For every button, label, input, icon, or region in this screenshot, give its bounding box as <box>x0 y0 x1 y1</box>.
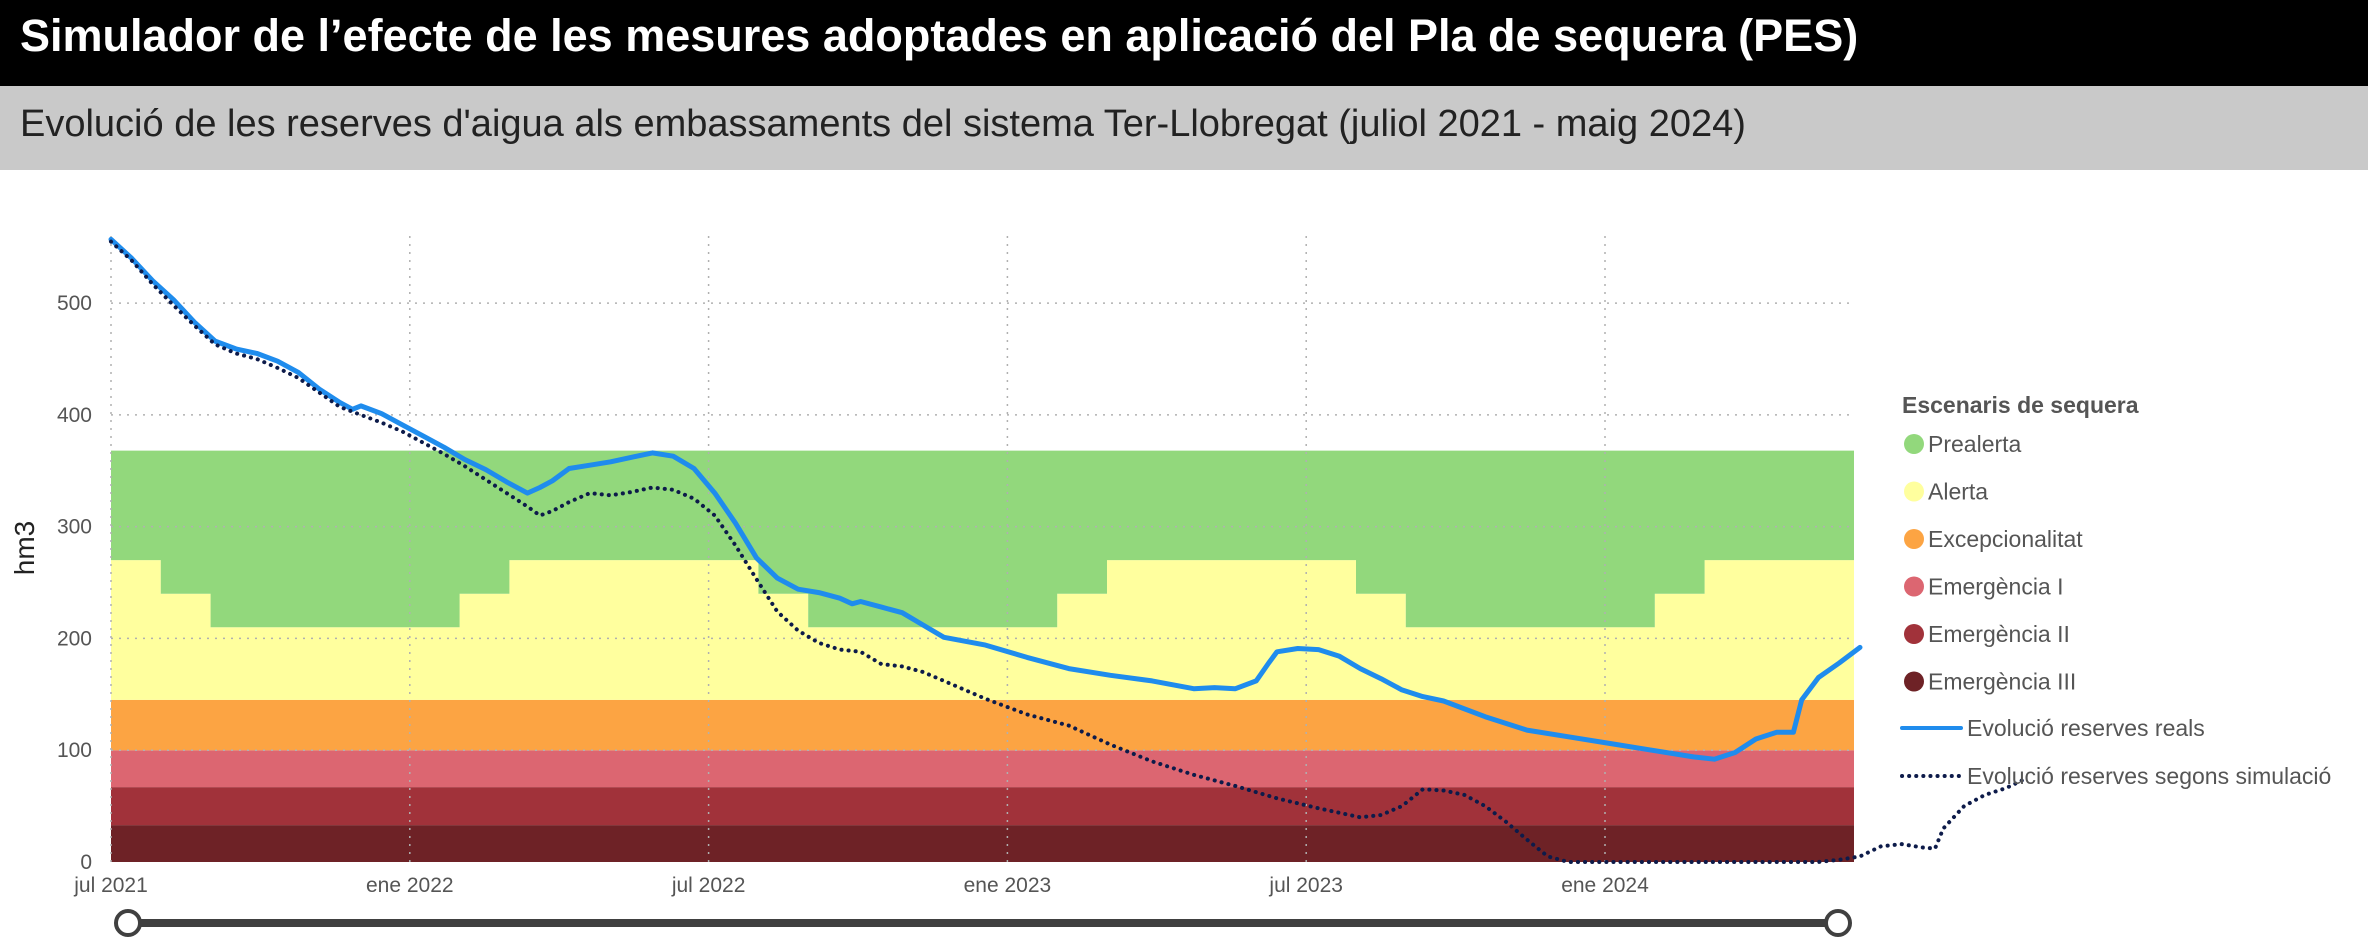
slider-end-handle[interactable] <box>1824 909 1852 937</box>
grid-lines <box>110 236 1855 862</box>
chart-subtitle: Evolució de les reserves d'aigua als emb… <box>0 86 2368 170</box>
legend-item-emergencia-iii: Emergència III <box>1928 669 2076 695</box>
y-tick-label: 400 <box>57 404 92 427</box>
y-tick-label: 500 <box>57 292 92 315</box>
legend-marker-excepcionalitat <box>1904 529 1924 549</box>
legend-item-alerta: Alerta <box>1928 479 1988 505</box>
band-excepcionalitat <box>111 699 1854 751</box>
band-prealerta <box>111 450 1854 628</box>
legend: Escenaris de sequera Prealerta Alerta Exce… <box>1900 392 2331 789</box>
date-range-slider[interactable] <box>114 909 1852 937</box>
page-title: Simulador de l’efecte de les mesures ado… <box>0 0 2368 86</box>
legend-item-evolucio-reserves-reals: Evolució reserves reals <box>1967 715 2205 741</box>
legend-title: Escenaris de sequera <box>1902 392 2139 418</box>
x-tick-label: jul 2021 <box>73 874 148 897</box>
y-tick-label: 0 <box>80 851 92 874</box>
legend-marker-emergencia-ii <box>1904 624 1924 644</box>
slider-start-handle[interactable] <box>114 909 142 937</box>
legend-marker-alerta <box>1904 481 1924 502</box>
drought-bands <box>111 450 1854 862</box>
legend-marker-emergencia-iii <box>1904 671 1924 692</box>
legend-item-evolucio-reserves-segons-simulacio: Evolució reserves segons simulació <box>1967 763 2331 789</box>
x-tick-label: jul 2022 <box>671 874 746 897</box>
x-tick-label: ene 2023 <box>964 874 1052 897</box>
series-evolucio-reserves-segons-simulacio <box>109 239 2029 864</box>
band-alerta <box>111 560 1854 700</box>
x-tick-label: ene 2024 <box>1561 874 1649 897</box>
x-tick-label: ene 2022 <box>366 874 454 897</box>
series-evolucio-reserves-reals <box>108 236 1863 762</box>
legend-marker-emergencia-i <box>1904 576 1924 597</box>
y-tick-label: 100 <box>57 739 92 762</box>
band-emergencia-iii <box>111 825 1854 862</box>
x-axis: jul 2021 ene 2022 jul 2022 ene 2023 jul 2023… <box>73 874 1649 897</box>
x-tick-label: jul 2023 <box>1268 874 1343 897</box>
series-lines <box>108 236 2029 864</box>
y-tick-label: 200 <box>57 627 92 650</box>
y-tick-label: 300 <box>57 516 92 539</box>
legend-item-excepcionalitat: Excepcionalitat <box>1928 526 2083 552</box>
legend-marker-prealerta <box>1904 434 1924 454</box>
band-emergencia-ii <box>111 787 1854 826</box>
legend-item-emergencia-ii: Emergència II <box>1928 621 2070 647</box>
legend-item-prealerta: Prealerta <box>1928 431 2022 457</box>
y-axis: 0 100 200 300 400 500 <box>57 292 92 874</box>
y-axis-label: hm3 <box>9 521 40 575</box>
band-emergencia-i <box>111 750 1854 788</box>
legend-item-emergencia-i: Emergència I <box>1928 574 2064 600</box>
